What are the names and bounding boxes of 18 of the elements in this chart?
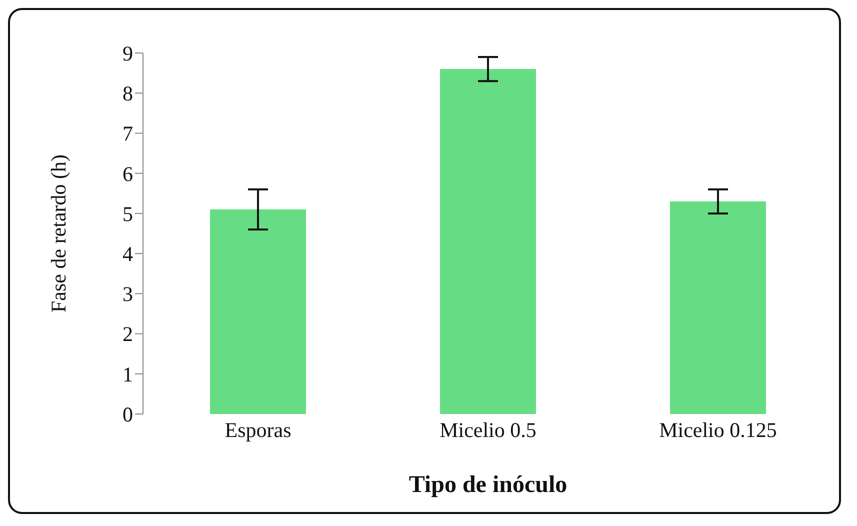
y-tick-label: 9: [122, 41, 133, 66]
x-tick-label: Micelio 0.125: [659, 418, 777, 442]
x-axis-title: Tipo de inóculo: [408, 472, 568, 498]
bar: [440, 69, 536, 414]
bar: [210, 209, 306, 414]
bar: [670, 201, 766, 414]
y-tick-label: 0: [122, 402, 133, 426]
y-tick-label: 7: [122, 122, 133, 146]
y-tick-label: 6: [122, 162, 133, 186]
y-tick-label: 3: [122, 282, 133, 306]
y-tick-label: 5: [122, 202, 133, 226]
x-tick-label: Micelio 0.5: [440, 418, 536, 442]
y-tick-label: 2: [122, 322, 133, 346]
y-axis-title: Fase de retardo (h): [46, 154, 70, 313]
x-tick-label: Esporas: [224, 418, 292, 442]
y-tick-label: 1: [122, 362, 133, 386]
y-tick-label: 4: [122, 242, 134, 266]
y-tick-label: 8: [122, 82, 133, 106]
